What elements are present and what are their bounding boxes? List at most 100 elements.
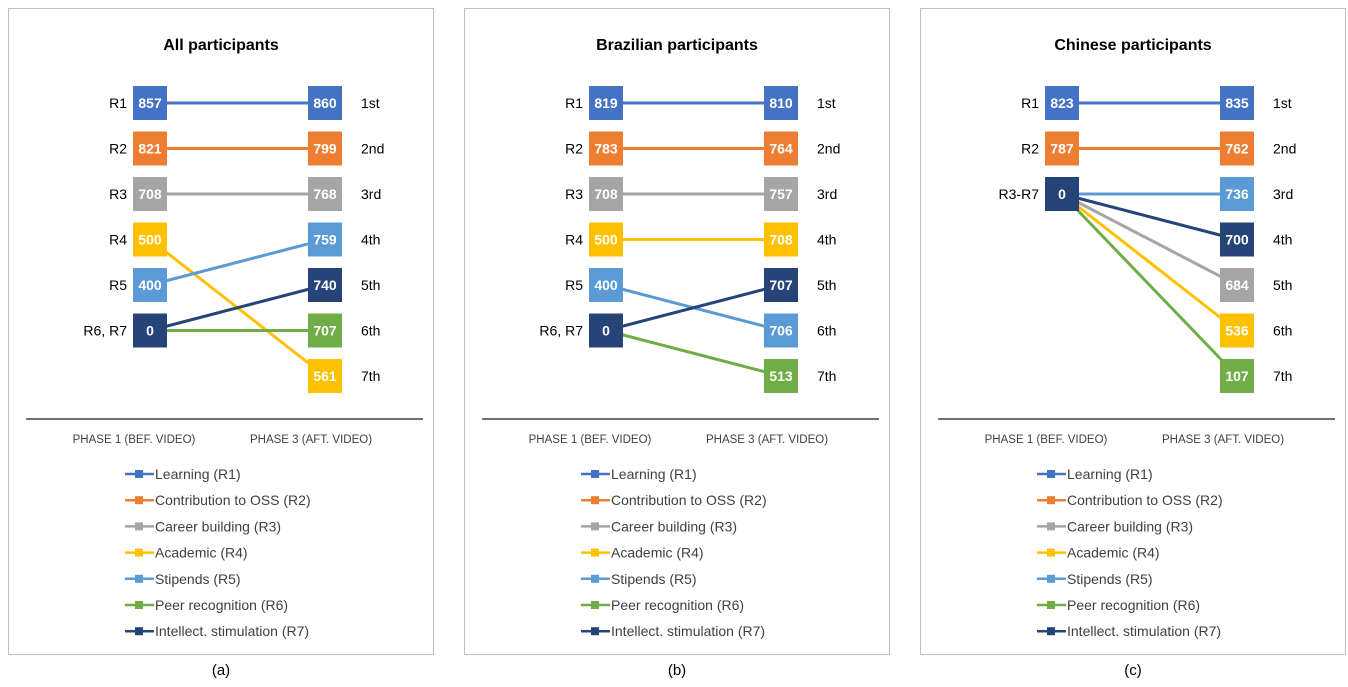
phase1-node-box (133, 177, 167, 211)
legend-marker (1047, 627, 1055, 636)
x-tick-label: PHASE 3 (AFT. VIDEO) (250, 434, 372, 446)
chart-panel-a: All participants 857 R1 821 R2 708 R3 500 R4 400 R… (8, 8, 434, 655)
phase1-node-box (1045, 86, 1079, 120)
chart-title: Chinese participants (1054, 37, 1211, 54)
caption-a: (a) (211, 662, 231, 679)
phase1-node-value: 787 (1050, 141, 1074, 157)
phase3-node-box (308, 86, 342, 120)
phase3-node-box (764, 222, 798, 257)
phase3-node-box (308, 177, 342, 211)
legend-label: Learning (R1) (611, 466, 697, 482)
legend-marker (591, 601, 599, 609)
series-line-r5 (149, 238, 326, 287)
phase1-node-value: 500 (138, 232, 162, 248)
phase3-node-value: 107 (1225, 368, 1249, 384)
phase3-node-value: 736 (1225, 186, 1249, 202)
chart-panel-b: Brazilian participants 819 R1 783 R2 708 R3 500… (464, 8, 890, 655)
x-tick-label: PHASE 3 (AFT. VIDEO) (706, 434, 828, 446)
phase3-node-value: 700 (1225, 232, 1249, 248)
rank-label: 7th (1273, 368, 1292, 384)
legend-label: Peer recognition (R6) (611, 597, 744, 613)
phase3-node-value: 762 (1225, 141, 1249, 157)
legend-marker (591, 627, 599, 636)
legend-label: Learning (R1) (1067, 466, 1153, 482)
phase3-node-value: 768 (313, 186, 337, 202)
phase1-node-value: 0 (602, 323, 610, 339)
rank-label: 4th (1273, 232, 1292, 248)
phase1-node-label: R6, R7 (539, 323, 583, 339)
phase1-node-label: R3 (565, 186, 583, 202)
phase1-node-box (133, 268, 167, 302)
rank-label: 1st (1273, 95, 1292, 111)
phase3-node-value: 740 (313, 277, 337, 293)
phase1-node-value: 708 (138, 186, 162, 202)
rank-label: 4th (361, 232, 380, 248)
rank-label: 3rd (817, 186, 837, 202)
phase1-node-label: R5 (565, 277, 583, 293)
phase3-node-box (308, 222, 342, 257)
legend-label: Learning (R1) (155, 466, 241, 482)
phase1-node-value: 819 (594, 95, 618, 111)
rank-label: 7th (817, 368, 836, 384)
rank-label: 6th (817, 323, 836, 339)
legend-marker (135, 496, 143, 505)
phase3-node-value: 536 (1225, 323, 1249, 339)
phase1-node-box (133, 131, 167, 166)
chart-title: Brazilian participants (596, 37, 758, 54)
phase3-node-box (764, 313, 798, 348)
phase1-node-box (589, 131, 623, 166)
phase3-node-box (1220, 86, 1254, 120)
caption-b: (b) (667, 662, 687, 679)
chart-panel-c: Chinese participants 823 R1 787 R2 0 R3-R7 835 7… (920, 8, 1346, 655)
phase3-node-value: 764 (769, 141, 793, 157)
caption-c: (c) (1124, 662, 1142, 679)
phase3-node-value: 810 (769, 95, 793, 111)
series-line-r7 (1061, 192, 1238, 241)
phase3-node-box (308, 359, 342, 393)
phase1-node-value: 821 (138, 141, 162, 157)
phase1-node-label: R4 (109, 232, 127, 248)
rank-label: 5th (817, 277, 836, 293)
phase3-node-box (1220, 177, 1254, 211)
chart-svg-a: All participants 857 R1 821 R2 708 R3 500 R4 400 R… (26, 37, 423, 639)
phase3-node-value: 759 (313, 232, 337, 248)
rank-label: 5th (1273, 277, 1292, 293)
x-tick-label: PHASE 1 (BEF. VIDEO) (985, 434, 1108, 446)
x-tick-label: PHASE 1 (BEF. VIDEO) (73, 434, 196, 446)
phase1-node-value: 823 (1050, 95, 1074, 111)
phase1-node-box (589, 222, 623, 257)
phase1-node-value: 0 (146, 323, 154, 339)
phase3-node-box (764, 86, 798, 120)
rank-label: 6th (1273, 323, 1292, 339)
phase1-node-label: R3-R7 (999, 186, 1040, 202)
phase1-node-box (589, 268, 623, 302)
phase3-node-value: 707 (769, 277, 793, 293)
phase1-node-box (589, 313, 623, 348)
phase1-node-box (133, 222, 167, 257)
legend-label: Peer recognition (R6) (1067, 597, 1200, 613)
phase1-node-value: 500 (594, 232, 618, 248)
phase1-node-label: R5 (109, 277, 127, 293)
legend-label: Peer recognition (R6) (155, 597, 288, 613)
phase1-node-box (1045, 177, 1079, 211)
rank-label: 1st (817, 95, 836, 111)
phase1-node-label: R6, R7 (83, 323, 127, 339)
rank-label: 6th (361, 323, 380, 339)
legend-label: Intellect. stimulation (R7) (1067, 623, 1221, 639)
phase3-node-value: 707 (313, 323, 337, 339)
series-line-r4 (1061, 192, 1238, 332)
legend-label: Academic (R4) (155, 545, 248, 561)
rank-label: 2nd (361, 141, 384, 157)
x-tick-label: PHASE 1 (BEF. VIDEO) (529, 434, 652, 446)
phase3-node-value: 757 (769, 186, 793, 202)
phase3-node-box (1220, 268, 1254, 302)
phase3-node-box (1220, 131, 1254, 166)
legend-marker (1047, 470, 1055, 478)
x-tick-label: PHASE 3 (AFT. VIDEO) (1162, 434, 1284, 446)
phase3-node-box (1220, 313, 1254, 348)
phase1-node-box (589, 86, 623, 120)
phase1-node-value: 400 (138, 277, 162, 293)
series-line-r6 (1060, 192, 1239, 378)
legend-label: Stipends (R5) (155, 571, 241, 587)
legend-label: Contribution to OSS (R2) (611, 492, 767, 508)
